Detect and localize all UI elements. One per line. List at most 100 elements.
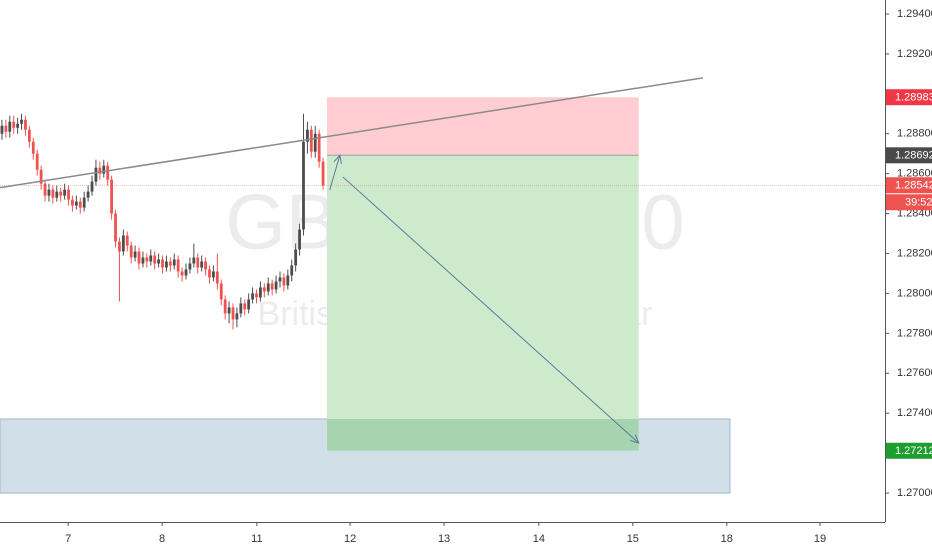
candle-body <box>270 283 274 290</box>
y-tick-label: 1.28400 <box>897 207 932 219</box>
candle-body <box>274 281 278 290</box>
candle-body <box>121 235 125 252</box>
candle-body <box>188 263 192 270</box>
candle-body <box>27 129 31 142</box>
candle-body <box>78 201 82 208</box>
candle-body <box>313 133 317 152</box>
candle-body <box>247 299 251 310</box>
candle-body <box>145 257 149 262</box>
candle-body <box>251 293 254 300</box>
candle-body <box>219 283 223 300</box>
candle-body <box>74 201 78 206</box>
x-tick-label: 7 <box>65 533 71 545</box>
price-label-bg <box>886 442 932 459</box>
projection-arrow <box>342 176 640 444</box>
current-price-label: 1.28542 <box>895 180 932 192</box>
candle-body <box>82 197 86 208</box>
price-label: 1.27212 <box>895 445 932 457</box>
entry-arrow <box>329 154 341 191</box>
candle-body <box>235 313 239 320</box>
stop-area <box>326 97 639 156</box>
candle-body <box>24 119 27 130</box>
x-tick-label: 19 <box>814 533 826 545</box>
candle-body <box>184 269 188 276</box>
candle-body <box>47 189 51 196</box>
y-tick-label: 1.28000 <box>897 287 932 299</box>
candle-body <box>59 191 63 196</box>
candle-body <box>223 299 227 314</box>
candle-body <box>125 235 129 246</box>
projection-arrow-head <box>629 434 640 444</box>
y-tick-label: 1.27800 <box>897 327 932 339</box>
candle-body <box>71 199 74 206</box>
candle-body <box>102 165 106 174</box>
target-zone-overlap <box>326 418 639 451</box>
candle-body <box>110 179 114 214</box>
x-tick-label: 13 <box>438 533 450 545</box>
candle-body <box>239 303 243 314</box>
candle-body <box>31 141 35 154</box>
candle-body <box>133 251 137 258</box>
candle-body <box>90 181 94 192</box>
candle-body <box>165 261 168 268</box>
candle-body <box>118 241 121 252</box>
y-tick-label: 1.28800 <box>897 128 932 140</box>
candle-body <box>43 183 47 196</box>
candle-body <box>149 255 153 262</box>
x-tick-label: 8 <box>159 533 165 545</box>
x-tick-label: 11 <box>251 533 262 545</box>
candle-body <box>0 125 4 134</box>
candle-body <box>176 259 180 272</box>
candle-body <box>180 271 184 276</box>
candle-body <box>302 141 305 230</box>
candle-body <box>51 189 55 198</box>
candle-body <box>168 261 172 266</box>
candle-body <box>137 251 141 264</box>
candle-body <box>321 161 325 186</box>
candle-body <box>67 189 70 200</box>
candle-body <box>298 229 301 250</box>
candle-body <box>317 133 321 162</box>
candle-body <box>94 167 98 182</box>
entry-arrow-head <box>333 153 342 165</box>
y-tick-label: 1.29200 <box>897 48 932 60</box>
x-tick-label: 12 <box>344 533 356 545</box>
candle-body <box>208 269 211 278</box>
candle-body <box>129 245 133 258</box>
y-tick-label: 1.27000 <box>897 487 932 499</box>
candle-body <box>290 265 294 276</box>
candle-body <box>306 129 309 142</box>
price-label: 1.28983 <box>895 92 932 104</box>
candle-body <box>8 121 12 132</box>
candle-body <box>35 153 39 170</box>
price-label-bg <box>886 89 932 106</box>
price-label-bg <box>886 147 932 164</box>
candle-body <box>200 261 204 268</box>
candle-body <box>12 121 16 128</box>
current-price-label-bg <box>886 177 932 194</box>
y-tick-label: 1.27600 <box>897 367 932 379</box>
candle-body <box>16 123 20 128</box>
candle-body <box>204 261 207 270</box>
candle-body <box>192 257 196 264</box>
candle-body <box>161 259 164 268</box>
price-label: 1.28692 <box>895 150 932 162</box>
candle-body <box>172 259 176 266</box>
candle-body <box>215 271 219 284</box>
candle-body <box>212 271 215 278</box>
candle-body <box>231 307 235 320</box>
y-tick-label: 1.27400 <box>897 407 932 419</box>
countdown-bg <box>886 194 932 211</box>
candle-body <box>259 287 262 298</box>
candle-body <box>255 293 258 298</box>
candle-body <box>309 129 313 152</box>
candle-body <box>196 257 200 268</box>
candle-body <box>4 125 8 132</box>
x-tick-label: 14 <box>533 533 545 545</box>
y-tick-label: 1.29400 <box>897 8 932 20</box>
candle-body <box>153 255 157 264</box>
candle-body <box>294 249 298 266</box>
candle-body <box>141 257 145 264</box>
y-tick-label: 1.28200 <box>897 247 932 259</box>
